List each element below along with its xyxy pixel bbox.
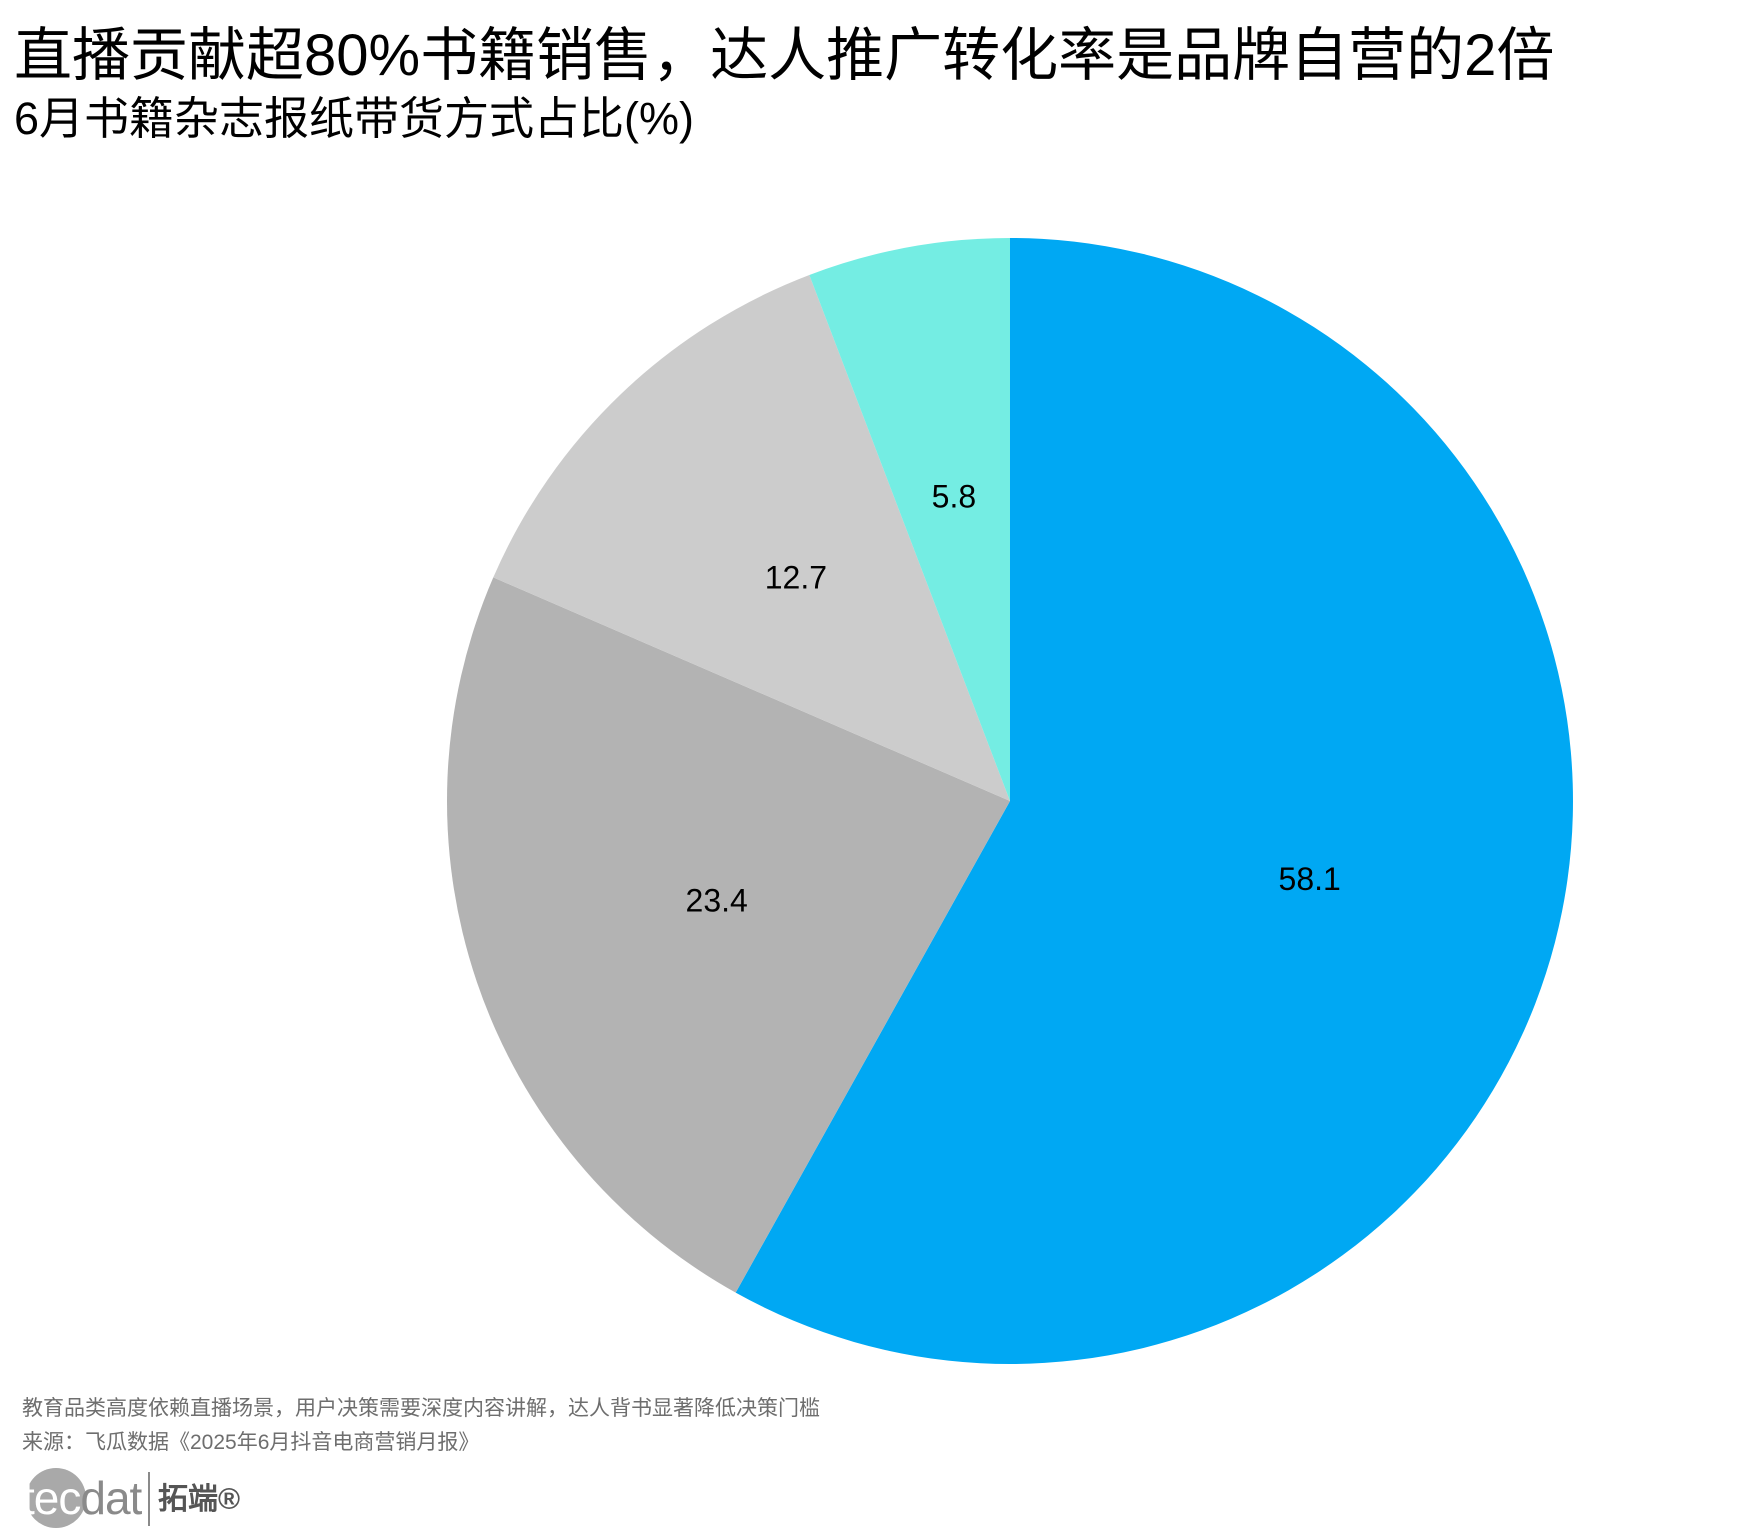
pie-slice-3 [493, 274, 1010, 802]
pie-slices [446, 238, 1573, 1364]
pie-slice-label-4: 5.8 [932, 479, 976, 515]
tecdat-logo: tecdat 拓端® [22, 1466, 262, 1530]
pie-labels: 58.1 23.4 12.7 5.8 [686, 479, 1341, 919]
logo-text-cn: 拓端® [158, 1483, 241, 1516]
pie-slice-2 [446, 577, 1010, 1293]
logo-divider [148, 1472, 150, 1526]
logo-text-dat: dat [80, 1472, 142, 1524]
pie-slice-label-2: 23.4 [686, 882, 748, 918]
logo-text-tec: tec [22, 1472, 81, 1524]
chart-title: 直播贡献超80%书籍销售，达人推广转化率是品牌自营的2倍 [14, 23, 1555, 88]
pie-slice-4 [809, 238, 1010, 801]
chart-subtitle: 6月书籍杂志报纸带货方式占比(%) [14, 93, 695, 144]
logo-wordmark: tecdat [22, 1472, 142, 1524]
pie-slice-1 [735, 238, 1573, 1364]
pie-slice-label-3: 12.7 [765, 559, 827, 595]
source-note: 来源：飞瓜数据《2025年6月抖音电商营销月报》 [22, 1431, 480, 1454]
pie-slice-label-1: 58.1 [1279, 861, 1341, 897]
footnote: 教育品类高度依赖直播场景，用户决策需要深度内容讲解，达人背书显著降低决策门槛 [22, 1397, 820, 1420]
logo-circle [26, 1468, 86, 1528]
